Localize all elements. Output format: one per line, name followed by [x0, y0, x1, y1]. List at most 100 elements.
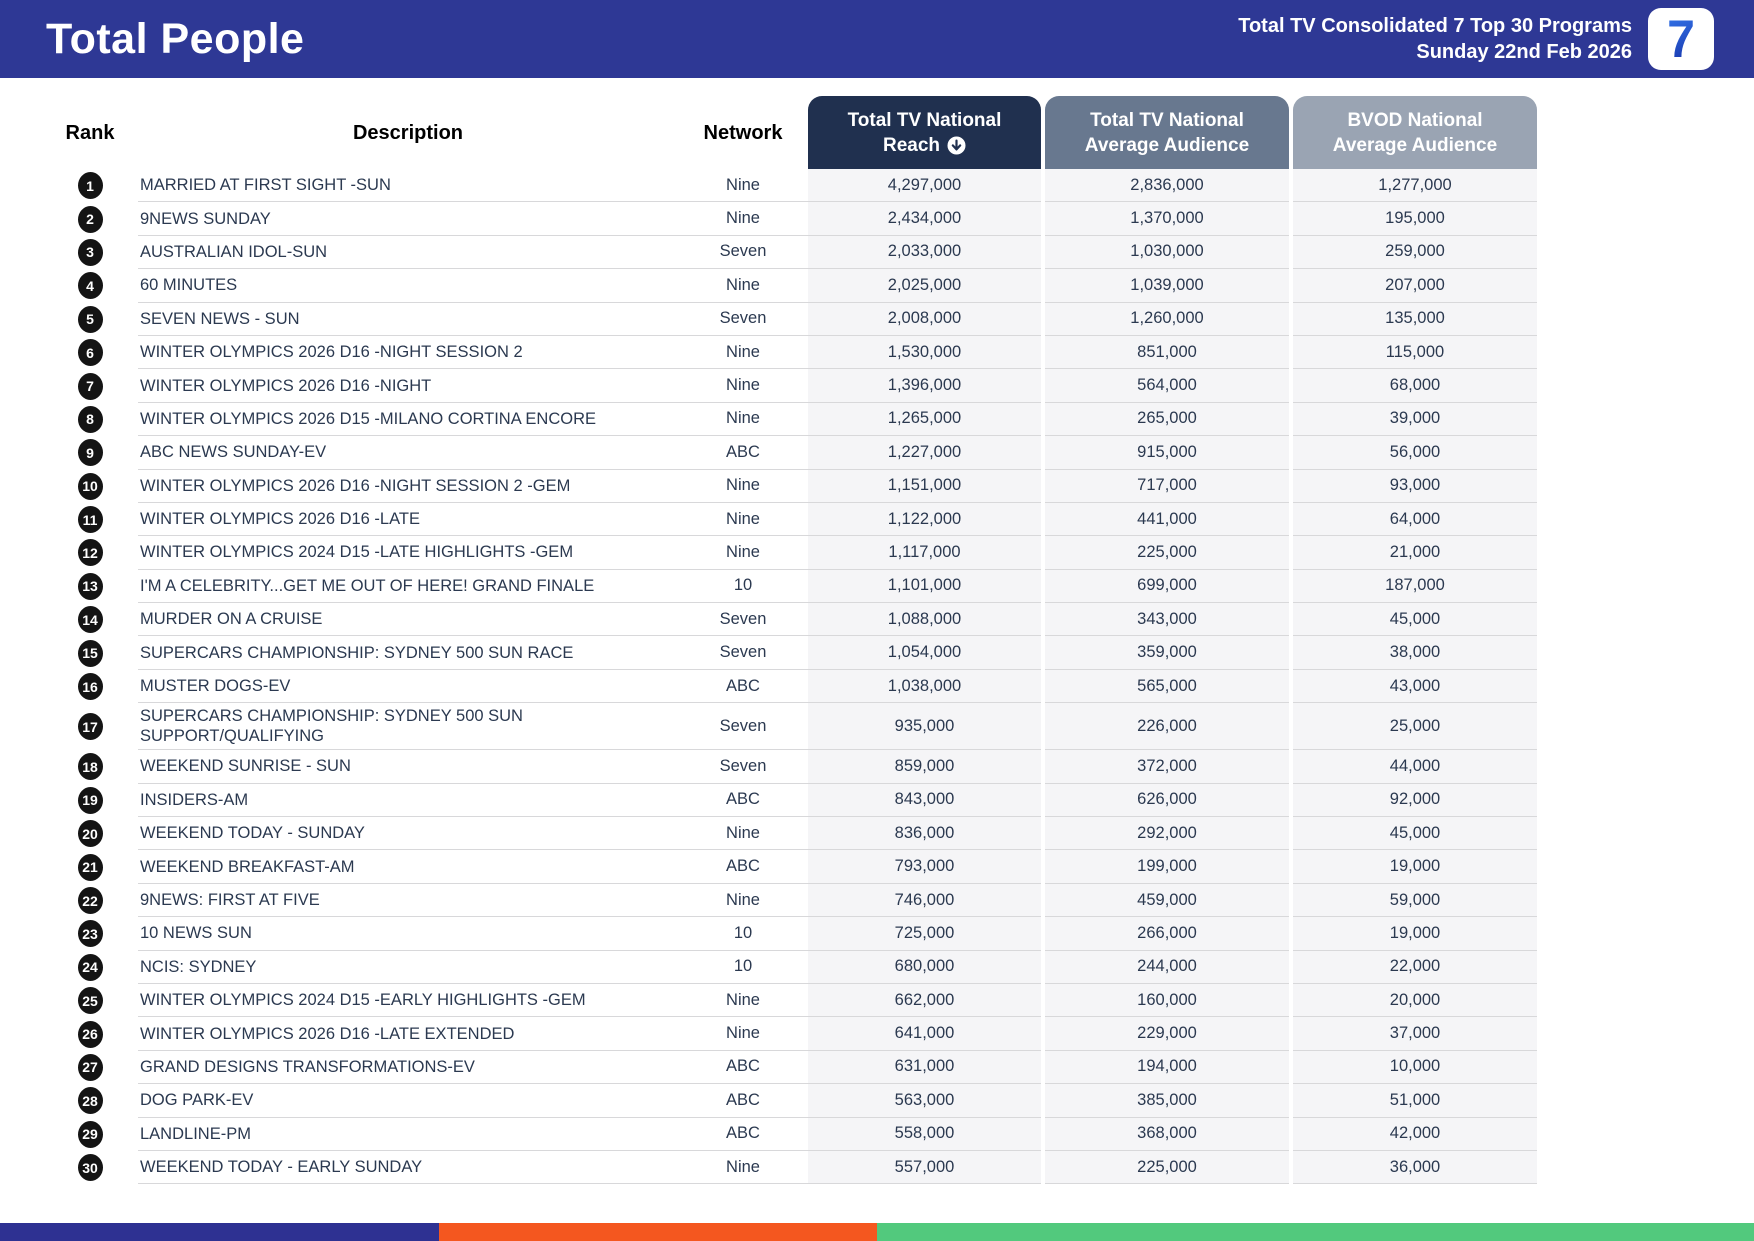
rank-cell: 26 — [42, 1017, 138, 1050]
bvod-average-cell: 45,000 — [1293, 817, 1537, 851]
rank-cell: 4 — [42, 269, 138, 302]
bvod-average-cell: 187,000 — [1293, 569, 1537, 604]
rank-cell: 10 — [42, 470, 138, 503]
total-tv-average-cell: 851,000 — [1045, 335, 1289, 370]
total-tv-average-cell: 1,370,000 — [1045, 202, 1289, 236]
rank-badge: 19 — [77, 786, 103, 814]
total-tv-reach-cell: 1,151,000 — [808, 469, 1041, 503]
table-row: 29 LANDLINE-PM ABC 558,000 368,000 42,00… — [42, 1117, 1542, 1151]
total-tv-reach-cell: 935,000 — [808, 703, 1041, 751]
network-cell: Nine — [678, 884, 808, 918]
rank-cell: 5 — [42, 303, 138, 336]
bvod-average-cell: 64,000 — [1293, 502, 1537, 537]
total-tv-average-cell: 565,000 — [1045, 669, 1289, 704]
rank-badge: 14 — [77, 606, 103, 634]
sort-descending-icon[interactable] — [947, 136, 966, 155]
bvod-average-cell: 207,000 — [1293, 269, 1537, 303]
total-tv-reach-cell: 558,000 — [808, 1117, 1041, 1151]
total-tv-average-cell: 717,000 — [1045, 469, 1289, 503]
network-cell: ABC — [678, 436, 808, 470]
reach-header-line1: Total TV National — [847, 109, 1002, 131]
report-subtitle-line1: Total TV Consolidated 7 Top 30 Programs — [1238, 15, 1632, 37]
description-cell: 60 MINUTES — [138, 269, 678, 303]
total-tv-average-cell: 229,000 — [1045, 1017, 1289, 1051]
rank-cell: 11 — [42, 503, 138, 536]
bvod-average-cell: 93,000 — [1293, 469, 1537, 503]
column-header-description: Description — [352, 122, 464, 144]
total-tv-reach-cell: 2,025,000 — [808, 269, 1041, 303]
table-row: 10 WINTER OLYMPICS 2026 D16 -NIGHT SESSI… — [42, 469, 1542, 503]
total-tv-average-cell: 199,000 — [1045, 850, 1289, 884]
description-cell: WINTER OLYMPICS 2026 D16 -LATE — [138, 503, 678, 537]
rank-cell: 14 — [42, 603, 138, 636]
rank-cell: 3 — [42, 236, 138, 269]
network-cell: ABC — [678, 850, 808, 884]
description-cell: 9NEWS: FIRST AT FIVE — [138, 884, 678, 918]
total-tv-reach-cell: 1,396,000 — [808, 369, 1041, 403]
table-row: 26 WINTER OLYMPICS 2026 D16 -LATE EXTEND… — [42, 1017, 1542, 1051]
total-tv-average-cell: 244,000 — [1045, 950, 1289, 984]
total-tv-average-cell: 1,039,000 — [1045, 269, 1289, 303]
total-tv-reach-cell: 563,000 — [808, 1084, 1041, 1118]
network-cell: Nine — [678, 169, 808, 203]
table-header-row: Rank Description Network Total TV Nation… — [42, 96, 1542, 169]
column-header-total-tv-average[interactable]: Total TV National Average Audience — [1045, 96, 1289, 169]
description-cell: WEEKEND SUNRISE - SUN — [138, 750, 678, 784]
bvod-average-cell: 259,000 — [1293, 235, 1537, 270]
table-body: 1 MARRIED AT FIRST SIGHT -SUN Nine 4,297… — [42, 169, 1542, 1185]
table-row: 5 SEVEN NEWS - SUN Seven 2,008,000 1,260… — [42, 302, 1542, 336]
description-cell: WINTER OLYMPICS 2026 D16 -NIGHT SESSION … — [138, 470, 678, 503]
network-cell: Nine — [678, 817, 808, 851]
description-cell: MUSTER DOGS-EV — [138, 670, 678, 704]
bvod-average-cell: 115,000 — [1293, 335, 1537, 370]
rank-cell: 20 — [42, 817, 138, 850]
rank-cell: 17 — [42, 703, 138, 750]
footer-segment — [0, 1223, 439, 1241]
bvod-average-cell: 39,000 — [1293, 402, 1537, 437]
total-tv-average-cell: 368,000 — [1045, 1117, 1289, 1151]
total-tv-reach-cell: 746,000 — [808, 883, 1041, 918]
table-row: 15 SUPERCARS CHAMPIONSHIP: SYDNEY 500 SU… — [42, 636, 1542, 670]
table-row: 11 WINTER OLYMPICS 2026 D16 -LATE Nine 1… — [42, 502, 1542, 537]
header-band: Total People Total TV Consolidated 7 Top… — [0, 0, 1754, 78]
network-cell: Nine — [678, 1017, 808, 1051]
rank-badge: 15 — [77, 639, 103, 667]
column-header-bvod-average[interactable]: BVOD National Average Audience — [1293, 96, 1537, 169]
total-tv-reach-cell: 836,000 — [808, 817, 1041, 851]
rank-badge: 28 — [77, 1087, 103, 1115]
description-cell: NCIS: SYDNEY — [138, 951, 678, 984]
network-cell: Nine — [678, 369, 808, 403]
network-cell: 10 — [678, 917, 808, 951]
description-cell: AUSTRALIAN IDOL-SUN — [138, 236, 678, 270]
reach-header-line2: Reach — [882, 134, 941, 156]
table-row: 13 I'M A CELEBRITY...GET ME OUT OF HERE!… — [42, 569, 1542, 604]
total-tv-average-cell: 1,260,000 — [1045, 302, 1289, 336]
rank-badge: 16 — [77, 673, 103, 701]
bvod-average-cell: 44,000 — [1293, 750, 1537, 784]
table-row: 23 10 NEWS SUN 10 725,000 266,000 19,000 — [42, 917, 1542, 951]
table-row: 7 WINTER OLYMPICS 2026 D16 -NIGHT Nine 1… — [42, 369, 1542, 403]
network-cell: Nine — [678, 336, 808, 370]
total-tv-reach-cell: 2,434,000 — [808, 202, 1041, 236]
network-cell: Nine — [678, 470, 808, 503]
bvod-average-cell: 19,000 — [1293, 917, 1537, 951]
rank-badge: 9 — [77, 439, 103, 467]
description-cell: LANDLINE-PM — [138, 1118, 678, 1151]
description-cell: INSIDERS-AM — [138, 784, 678, 818]
rank-badge: 6 — [77, 339, 103, 367]
rank-badge: 26 — [77, 1020, 103, 1048]
network-cell: Nine — [678, 1151, 808, 1185]
total-tv-average-cell: 359,000 — [1045, 636, 1289, 670]
description-cell: WEEKEND BREAKFAST-AM — [138, 850, 678, 884]
table-row: 4 60 MINUTES Nine 2,025,000 1,039,000 20… — [42, 269, 1542, 303]
column-header-total-tv-reach[interactable]: Total TV National Reach — [808, 96, 1041, 169]
total-tv-reach-cell: 1,038,000 — [808, 669, 1041, 704]
rank-badge: 23 — [77, 920, 103, 948]
description-cell: 10 NEWS SUN — [138, 917, 678, 951]
report-subtitle-line2: Sunday 22nd Feb 2026 — [1416, 41, 1632, 63]
rank-badge: 24 — [77, 953, 103, 981]
table-row: 20 WEEKEND TODAY - SUNDAY Nine 836,000 2… — [42, 817, 1542, 851]
total-tv-average-cell: 564,000 — [1045, 369, 1289, 403]
description-cell: WINTER OLYMPICS 2026 D16 -LATE EXTENDED — [138, 1017, 678, 1051]
total-tv-reach-cell: 1,054,000 — [808, 636, 1041, 670]
